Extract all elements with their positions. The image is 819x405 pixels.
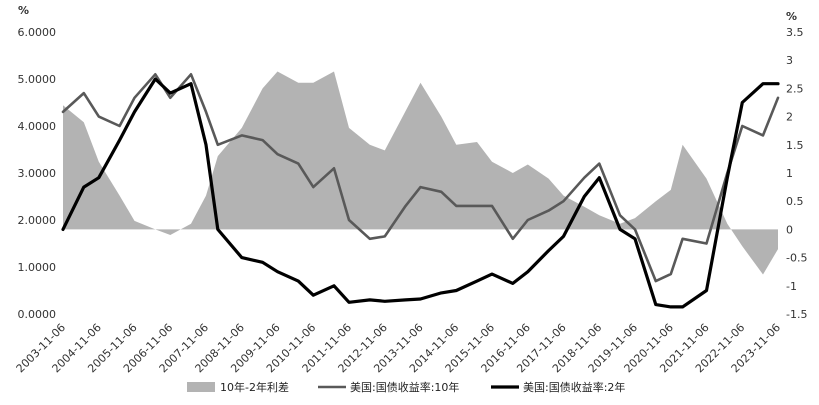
right-tick-label: 3	[786, 54, 793, 67]
left-axis-ticks: 0.0000 1.0000 2.0000 3.0000 4.0000 5.0000 6.00…	[18, 26, 57, 321]
right-tick-label: -1.5	[786, 308, 807, 321]
yield-10y-line	[61, 73, 780, 283]
legend-label-2y: 美国:国债收益率:2年	[523, 380, 625, 394]
left-axis-unit: %	[18, 4, 29, 17]
right-tick-label: 0.5	[786, 195, 804, 208]
right-tick-label: 1	[786, 167, 793, 180]
left-tick-label: 6.0000	[18, 26, 57, 39]
right-axis-ticks: -1.5 -1 -0.5 0 0.5 1 1.5 2 2.5 3 3.5	[786, 26, 807, 321]
right-tick-label: -1	[786, 280, 797, 293]
right-axis-unit: %	[786, 10, 797, 23]
legend-label-spread: 10年-2年利差	[220, 380, 289, 394]
right-tick-label: 2	[786, 111, 793, 124]
legend-label-10y: 美国:国债收益率:10年	[350, 380, 459, 394]
left-tick-label: 0.0000	[18, 308, 57, 321]
yield-2y-line	[61, 77, 780, 309]
x-axis-ticks: 2003-11-062004-11-062005-11-062006-11-06…	[14, 321, 783, 375]
left-tick-label: 1.0000	[18, 261, 57, 274]
right-tick-label: -0.5	[786, 252, 807, 265]
right-tick-label: 0	[786, 223, 793, 236]
right-tick-label: 2.5	[786, 82, 804, 95]
right-tick-label: 3.5	[786, 26, 804, 39]
left-tick-label: 2.0000	[18, 214, 57, 227]
legend: 10年-2年利差 美国:国债收益率:10年 美国:国债收益率:2年	[187, 380, 625, 394]
legend-swatch-spread	[187, 382, 215, 392]
right-tick-label: 1.5	[786, 139, 804, 152]
left-tick-label: 3.0000	[18, 167, 57, 180]
left-tick-label: 5.0000	[18, 73, 57, 86]
plot-area	[61, 71, 780, 309]
left-tick-label: 4.0000	[18, 120, 57, 133]
spread-area	[63, 71, 778, 275]
